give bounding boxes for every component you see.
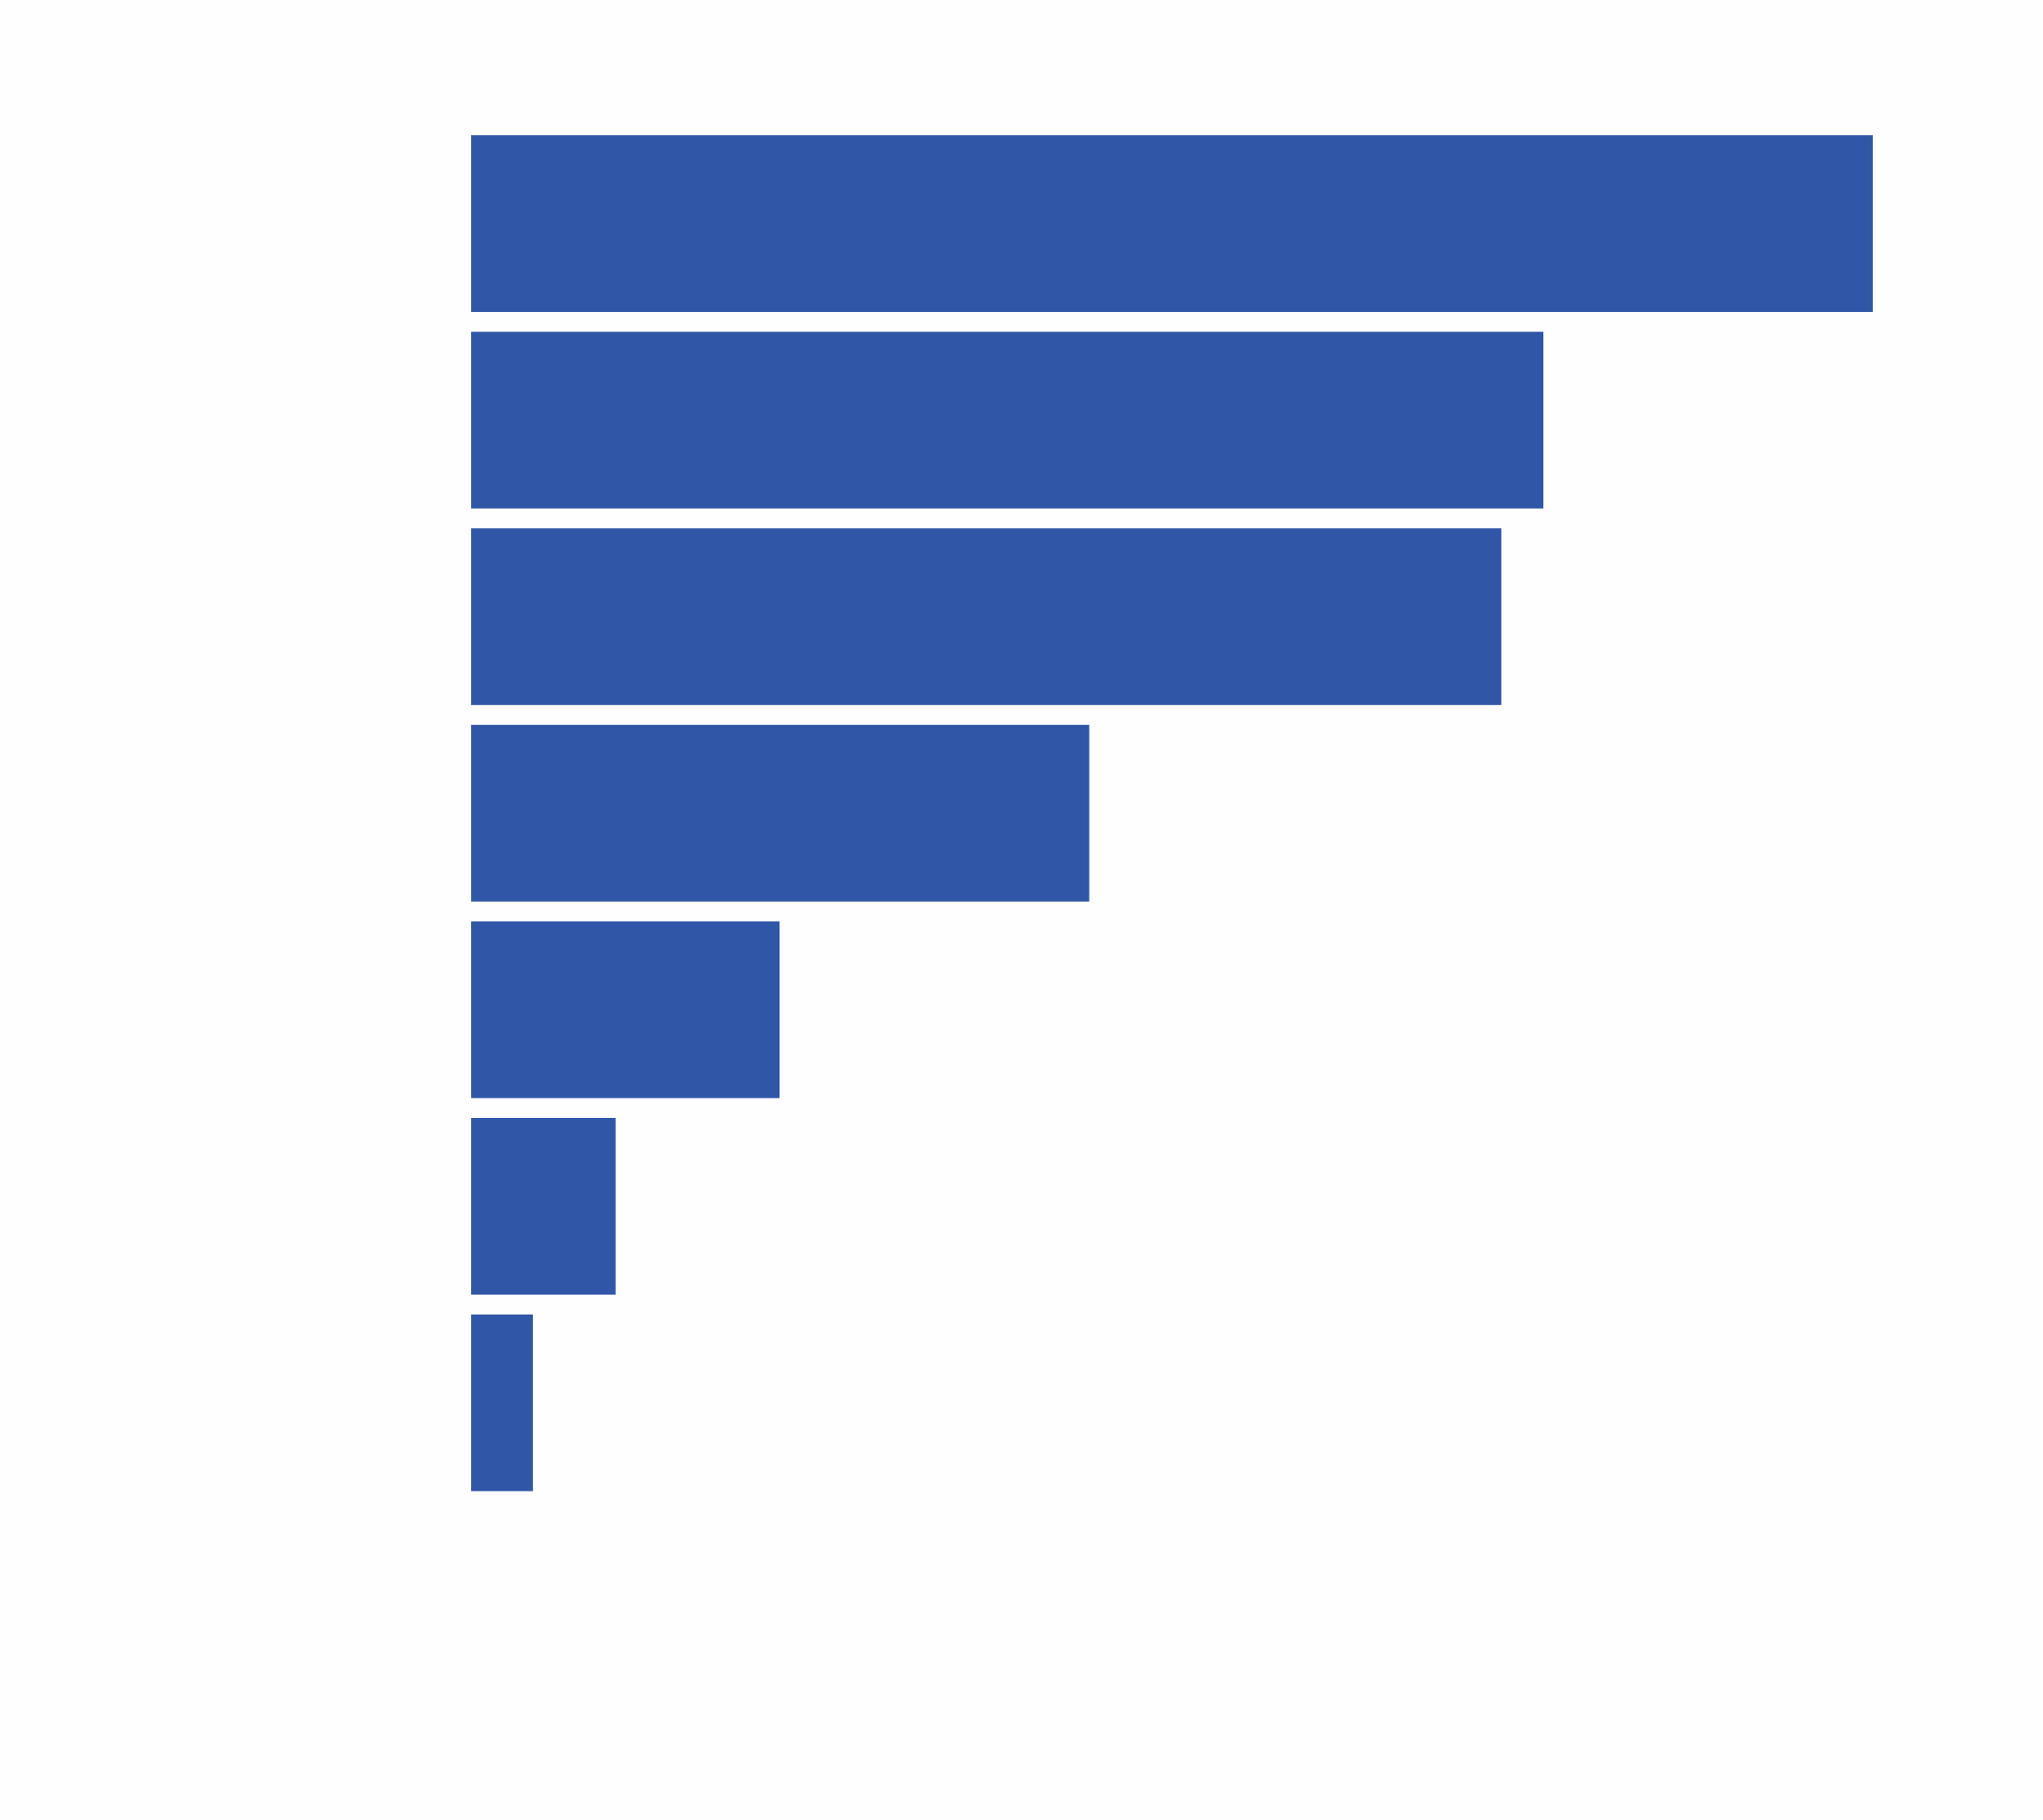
bar-3 — [471, 528, 1502, 706]
bar-2 — [471, 331, 1544, 509]
bar-5 — [471, 921, 780, 1099]
bar-1 — [471, 135, 1873, 312]
bar-7 — [471, 1314, 533, 1492]
bar-4 — [471, 724, 1090, 902]
bar-6 — [471, 1118, 616, 1295]
bars-group — [471, 135, 1873, 1492]
